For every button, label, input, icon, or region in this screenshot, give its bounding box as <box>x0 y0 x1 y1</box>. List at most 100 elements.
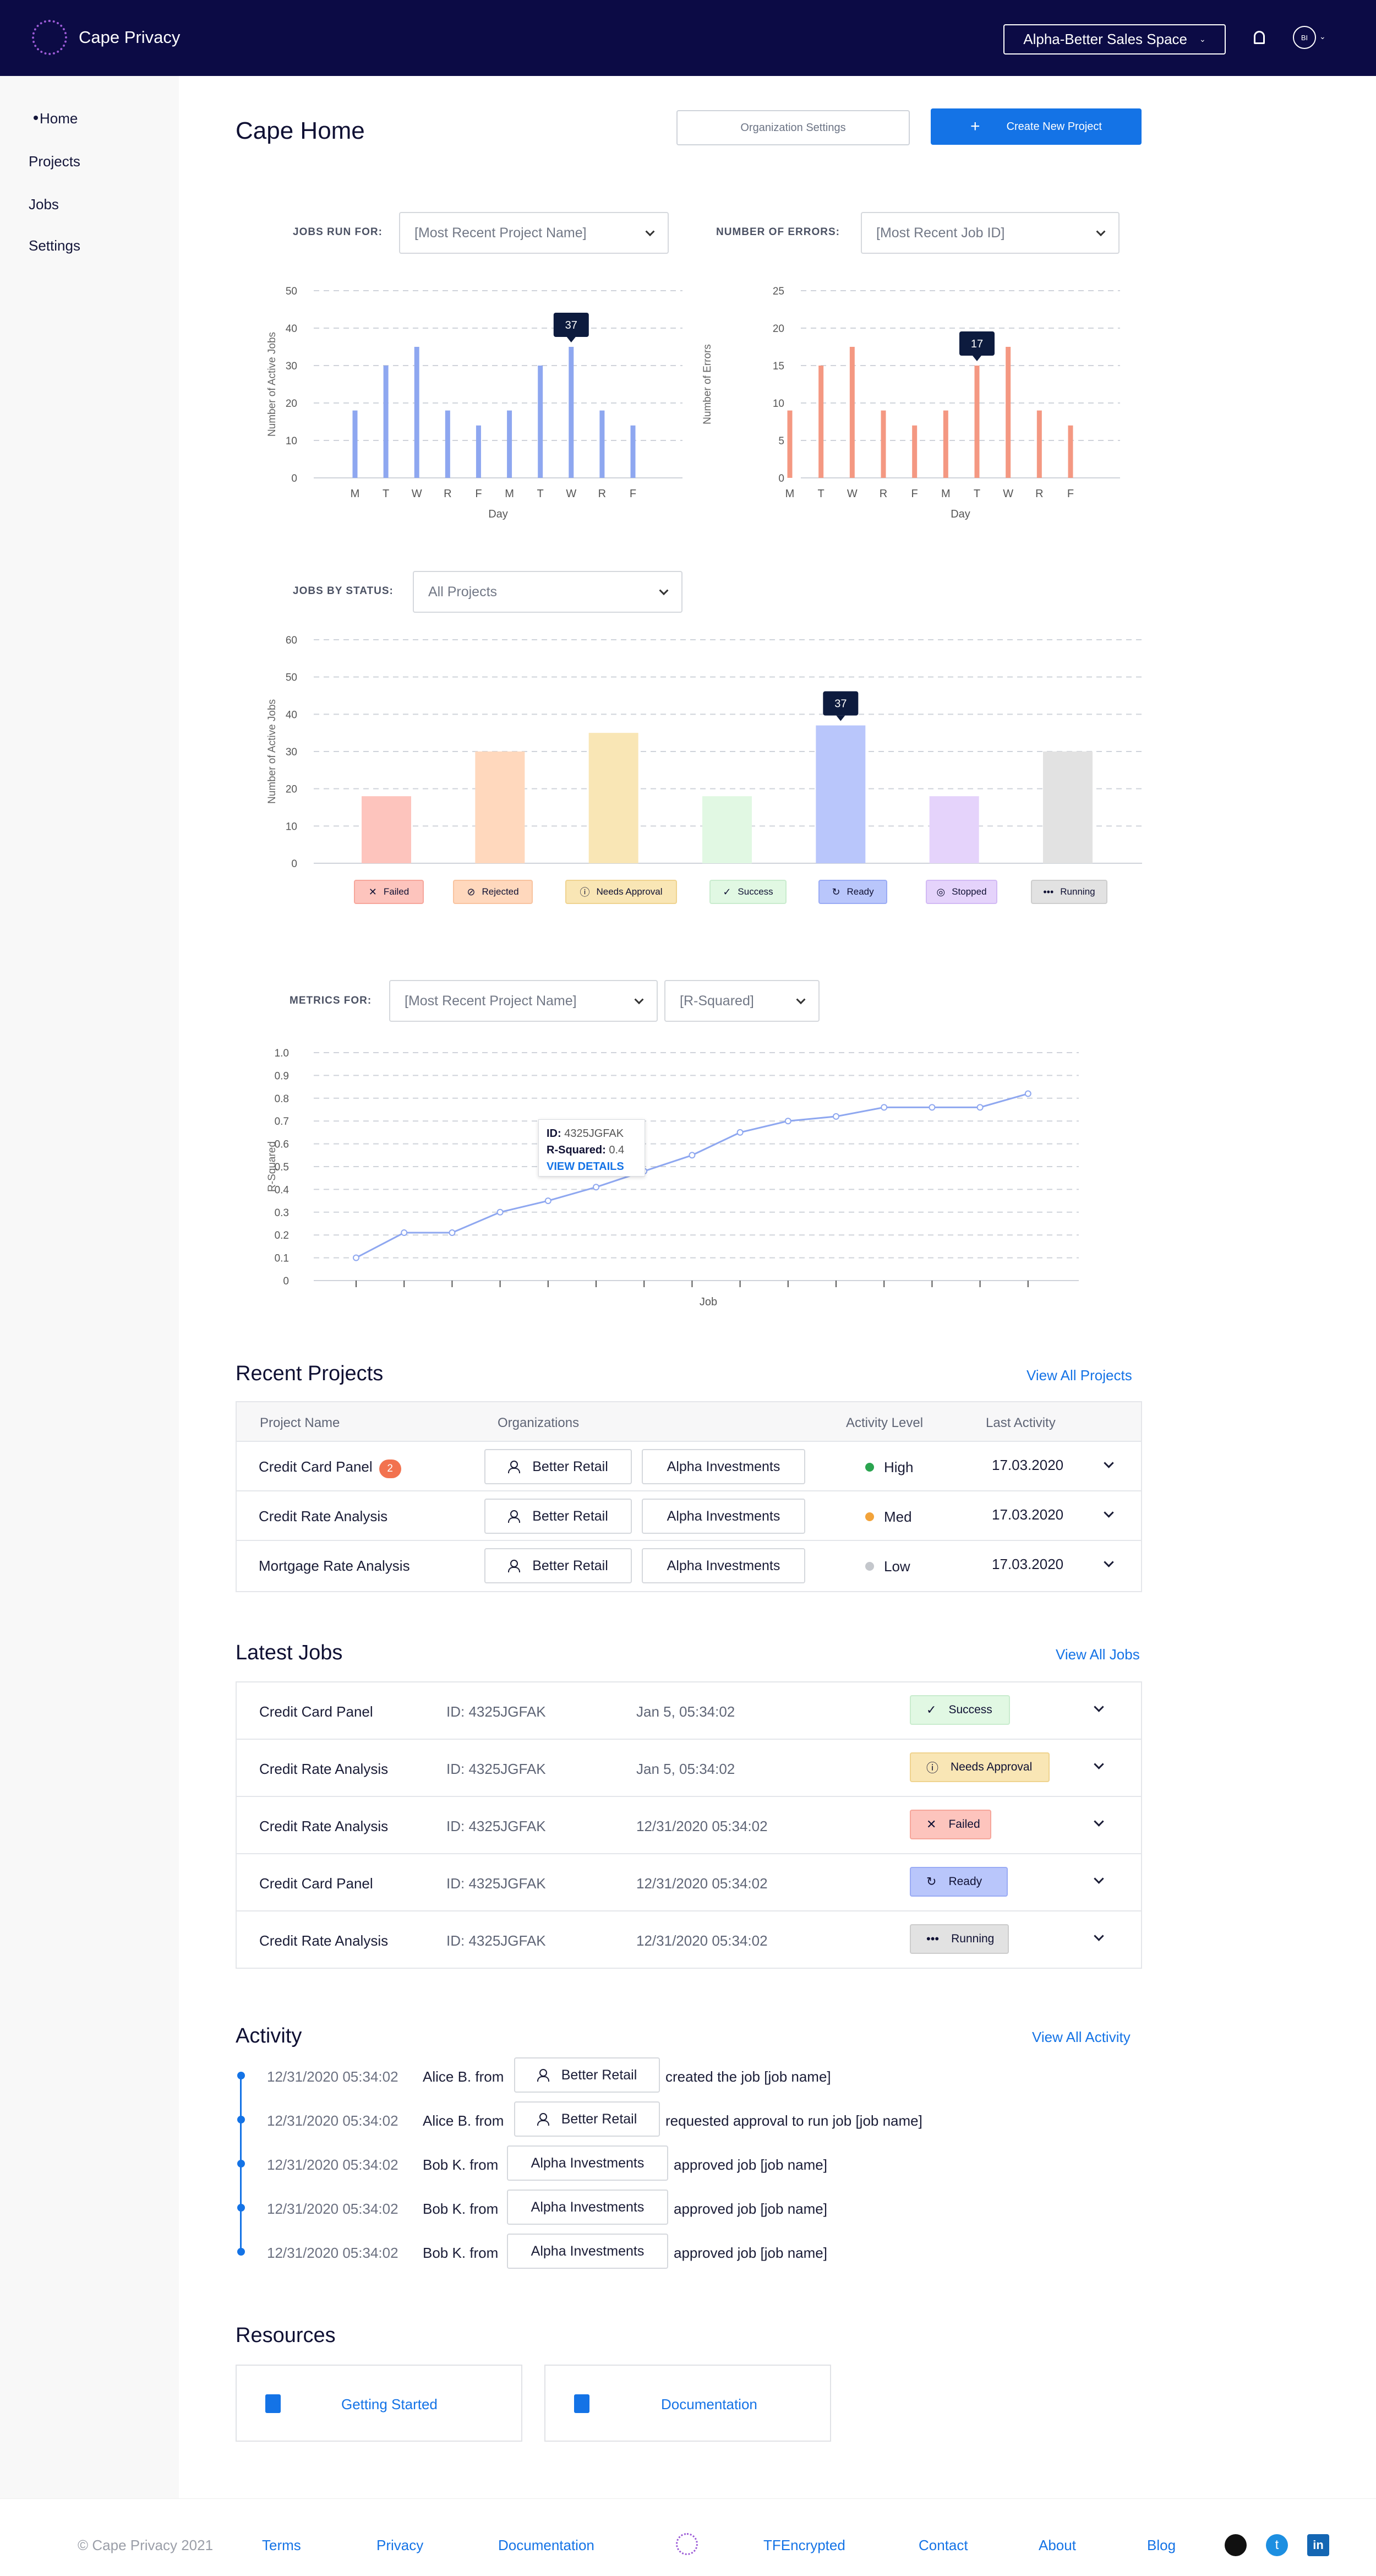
sidebar-item-label: Projects <box>29 153 80 170</box>
status-legend-chip[interactable]: ⓘ Needs Approval <box>565 880 677 904</box>
document-icon <box>265 2394 281 2413</box>
avatar-chevron-icon[interactable]: ⌄ <box>1319 32 1326 41</box>
data-point <box>833 1113 839 1120</box>
metrics-project-select[interactable]: [Most Recent Project Name] <box>389 980 658 1022</box>
github-icon[interactable] <box>1225 2534 1247 2556</box>
chevron-down-icon[interactable] <box>1094 1816 1104 1827</box>
bar <box>475 751 525 863</box>
data-point <box>401 1229 408 1237</box>
table-row[interactable]: Credit Rate Analysis ID: 4325JGFAK 12/31/2… <box>237 1797 1141 1854</box>
table-row[interactable]: Credit Card Panel ID: 4325JGFAK Jan 5, 05:… <box>237 1682 1141 1740</box>
footer-link-about[interactable]: About <box>1039 2537 1076 2553</box>
organization-chip[interactable]: Better Retail <box>514 2057 660 2093</box>
space-selector[interactable]: Alpha-Better Sales Space ⌄ <box>1003 24 1226 55</box>
sidebar-item-projects[interactable]: Projects <box>29 153 80 170</box>
jobs-by-status-chart: 0 10 20 30 40 50 60 Number of Active Jobs 37 <box>266 635 1142 870</box>
x-tick-label: T <box>537 488 544 500</box>
organization-chip[interactable]: Alpha Investments <box>642 1548 805 1583</box>
status-project-select[interactable]: All Projects <box>413 571 682 613</box>
chevron-down-icon[interactable] <box>1094 1702 1104 1712</box>
y-tick-label: 10 <box>773 398 784 410</box>
status-legend-chip[interactable]: ◎ Stopped <box>926 880 997 904</box>
chevron-down-icon[interactable] <box>1094 1874 1104 1884</box>
y-tick-label: 10 <box>286 821 297 832</box>
chevron-down-icon[interactable] <box>1104 1557 1114 1567</box>
status-legend-chip[interactable]: ↻ Ready <box>818 880 887 904</box>
tooltip-box <box>553 313 589 337</box>
organization-chip[interactable]: Alpha Investments <box>642 1449 805 1484</box>
footer-link-tfencrypted[interactable]: TFEncrypted <box>763 2537 845 2553</box>
organization-chip[interactable]: Better Retail <box>484 1499 632 1534</box>
status-legend-chip[interactable]: ✕ Failed <box>354 880 424 904</box>
linkedin-icon[interactable]: in <box>1307 2534 1329 2556</box>
footer-link-terms[interactable]: Terms <box>262 2537 301 2553</box>
view-all-projects-link[interactable]: View All Projects <box>1026 1367 1132 1384</box>
logo-icon[interactable] <box>32 20 67 55</box>
brand-name[interactable]: Cape Privacy <box>79 28 181 47</box>
bell-icon[interactable] <box>1254 31 1265 44</box>
job-id: ID: 4325JGFAK <box>446 1703 546 1720</box>
job-time: 12/31/2020 05:34:02 <box>636 1875 768 1892</box>
organization-chip[interactable]: Alpha Investments <box>642 1499 805 1534</box>
y-tick-label: 0.8 <box>275 1093 289 1105</box>
y-tick-label: 0.6 <box>275 1139 289 1151</box>
sidebar-item-jobs[interactable]: Jobs <box>29 196 59 213</box>
table-row[interactable]: Credit Card Panel 2 Better Retail Alpha Inv… <box>237 1442 1141 1491</box>
status-badge: ✕ Failed <box>910 1810 991 1839</box>
chevron-down-icon[interactable] <box>1094 1931 1104 1941</box>
organization-chip[interactable]: Better Retail <box>484 1449 632 1484</box>
activity-level-dot-icon <box>865 1562 874 1571</box>
status-legend-chip[interactable]: ⊘ Rejected <box>453 880 533 904</box>
chevron-down-icon[interactable] <box>1094 1759 1104 1769</box>
getting-started-card[interactable]: Getting Started <box>236 2365 522 2442</box>
metrics-metric-select[interactable]: [R-Squared] <box>664 980 820 1022</box>
project-name: Credit Card Panel 2 <box>259 1458 401 1478</box>
create-project-button[interactable]: + Create New Project <box>931 108 1142 145</box>
select-value: [Most Recent Job ID] <box>876 225 1005 241</box>
table-row[interactable]: Credit Rate Analysis ID: 4325JGFAK 12/31/2… <box>237 1911 1141 1969</box>
footer-link-privacy[interactable]: Privacy <box>376 2537 424 2553</box>
job-id: ID: 4325JGFAK <box>446 1932 546 1949</box>
footer-link-documentation[interactable]: Documentation <box>498 2537 594 2553</box>
bar <box>1036 410 1042 478</box>
footer-link-blog[interactable]: Blog <box>1147 2537 1176 2553</box>
document-icon <box>574 2394 589 2413</box>
organization-chip[interactable]: Alpha Investments <box>507 2234 668 2269</box>
status-legend-chip[interactable]: ✓ Success <box>709 880 787 904</box>
activity-level: Low <box>884 1558 910 1575</box>
twitter-icon[interactable]: t <box>1266 2534 1288 2556</box>
footer-link-contact[interactable]: Contact <box>919 2537 968 2553</box>
table-row[interactable]: Credit Card Panel ID: 4325JGFAK 12/31/2020… <box>237 1854 1141 1911</box>
jobs-run-project-select[interactable]: [Most Recent Project Name] <box>399 212 669 254</box>
organization-settings-button[interactable]: Organization Settings <box>676 110 910 145</box>
view-all-jobs-link[interactable]: View All Jobs <box>1056 1646 1140 1663</box>
view-all-activity-link[interactable]: View All Activity <box>1032 2029 1131 2045</box>
organization-chip[interactable]: Better Retail <box>484 1548 632 1583</box>
errors-job-select[interactable]: [Most Recent Job ID] <box>861 212 1120 254</box>
table-row[interactable]: Credit Rate Analysis Better Retail Alpha I… <box>237 1491 1141 1541</box>
organization-chip[interactable]: Alpha Investments <box>507 2145 668 2181</box>
status-badge: ••• Running <box>910 1924 1009 1954</box>
chevron-down-icon[interactable] <box>1104 1507 1114 1518</box>
chevron-down-icon <box>645 227 655 237</box>
y-tick-label: 60 <box>286 635 297 646</box>
organization-chip[interactable]: Alpha Investments <box>507 2190 668 2225</box>
recent-projects-table: Project Name Organizations Activity Leve… <box>236 1401 1142 1592</box>
sidebar-item-home[interactable]: Home <box>34 110 78 127</box>
sidebar-item-label: Settings <box>29 237 80 254</box>
documentation-card[interactable]: Documentation <box>544 2365 831 2442</box>
sidebar-item-settings[interactable]: Settings <box>29 237 80 254</box>
chevron-down-icon <box>659 586 669 596</box>
alert-icon: ⓘ <box>580 887 590 898</box>
table-row[interactable]: Credit Rate Analysis ID: 4325JGFAK Jan 5, … <box>237 1740 1141 1797</box>
avatar[interactable]: BI <box>1293 26 1316 49</box>
job-time: 12/31/2020 05:34:02 <box>636 1818 768 1834</box>
view-details-link[interactable]: VIEW DETAILS <box>547 1161 624 1173</box>
x-tick-label: R <box>880 488 887 500</box>
organization-chip[interactable]: Better Retail <box>514 2101 660 2137</box>
chevron-down-icon[interactable] <box>1104 1458 1114 1468</box>
ban-icon: ⊘ <box>467 886 476 897</box>
data-point <box>881 1104 888 1111</box>
table-row[interactable]: Mortgage Rate Analysis Better Retail Alpha… <box>237 1541 1141 1591</box>
status-legend-chip[interactable]: ••• Running <box>1031 880 1107 904</box>
